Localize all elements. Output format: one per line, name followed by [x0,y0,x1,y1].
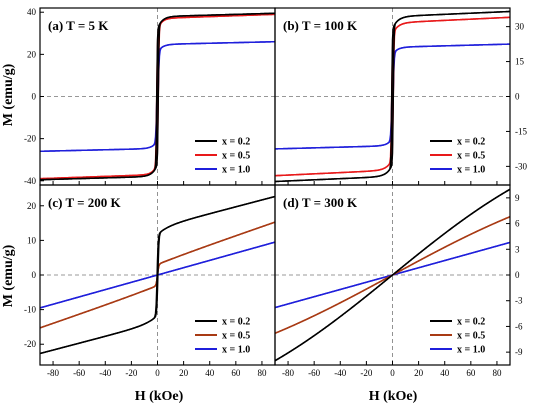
x-tick-label: -60 [308,368,320,378]
series-line-0-2-down [40,195,275,355]
panel-d: -9 -6 -3 0 3 6 9 -80 -60 -40 -20 0 20 40 60 80 (d) T = 3… [274,184,523,378]
x-tick-label: 20 [179,368,189,378]
y-tick-label: 15 [515,57,525,67]
x-tick-label: -60 [73,368,85,378]
x-tick-label: 0 [155,368,160,378]
y-tick-label: 9 [515,193,520,203]
x-tick-label: 0 [390,368,395,378]
x-tick-label: -40 [99,368,111,378]
legend-label: x = 0.5 [457,151,485,162]
y-tick-label: -10 [24,305,36,315]
legend-label: x = 1.0 [222,345,250,356]
x-tick-label: 80 [492,368,502,378]
y-tick-label: -15 [515,126,527,136]
legend-label: x = 1.0 [457,165,485,176]
legend: x = 0.2 x = 0.5 x = 1.0 [195,137,250,176]
y-axis-title-top: M (emu/g) [1,63,16,126]
legend-label: x = 0.5 [457,331,485,342]
x-tick-label: 80 [257,368,267,378]
y-tick-label: -30 [515,161,527,171]
y-tick-label: 20 [27,201,37,211]
series-line-0-2-down [275,188,510,362]
x-tick-label: 20 [414,368,424,378]
x-tick-label: -20 [125,368,137,378]
legend-label: x = 0.5 [222,331,250,342]
y-tick-label: 10 [27,235,37,245]
y-tick-label: -20 [24,339,36,349]
y-axis-title-bottom: M (emu/g) [1,244,16,307]
y-tick-label: 30 [515,22,525,32]
y-tick-label: 6 [515,219,520,229]
y-tick-label: -6 [515,321,523,331]
x-tick-label: -80 [282,368,294,378]
legend: x = 0.2 x = 0.5 x = 1.0 [430,317,485,356]
x-tick-label: -20 [360,368,372,378]
series-line-0-2-down [40,12,275,181]
y-tick-label: 0 [515,92,520,102]
panel-title: (b) T = 100 K [283,18,358,33]
x-tick-label: 60 [466,368,476,378]
legend-label: x = 1.0 [457,345,485,356]
x-tick-label: 60 [231,368,241,378]
x-tick-label: -40 [334,368,346,378]
panel-title: (c) T = 200 K [48,195,122,210]
y-tick-label: 3 [515,244,520,254]
legend-label: x = 0.2 [222,317,250,328]
panel-title: (a) T = 5 K [48,18,109,33]
legend: x = 0.2 x = 0.5 x = 1.0 [430,137,485,176]
x-tick-label: -80 [47,368,59,378]
series-group [40,195,275,355]
y-tick-label: -40 [24,176,36,186]
legend-label: x = 0.5 [222,151,250,162]
y-tick-label: -9 [515,347,523,357]
series-line-0-2-down [275,10,510,183]
series-group [275,10,510,183]
legend-label: x = 0.2 [222,137,250,148]
series-group [40,12,275,181]
x-axis-title-left: H (kOe) [135,389,184,404]
y-tick-label: 0 [515,270,520,280]
y-tick-label: 0 [32,92,37,102]
y-tick-label: 20 [27,49,37,59]
panel-title: (d) T = 300 K [283,195,358,210]
legend: x = 0.2 x = 0.5 x = 1.0 [195,317,250,356]
y-tick-label: -20 [24,134,36,144]
x-tick-label: 40 [205,368,215,378]
series-group [275,188,510,362]
legend-label: x = 0.2 [457,317,485,328]
x-axis-title-right: H (kOe) [369,389,418,404]
x-tick-label: 40 [440,368,450,378]
panel-c: -20 -10 0 10 20 -80 -60 -40 -20 0 20 40 60 80 (c) T = … [24,184,276,378]
y-tick-label: -3 [515,296,523,306]
legend-label: x = 0.2 [457,137,485,148]
legend-label: x = 1.0 [222,165,250,176]
y-tick-label: 0 [32,270,37,280]
y-tick-label: 40 [27,7,37,17]
